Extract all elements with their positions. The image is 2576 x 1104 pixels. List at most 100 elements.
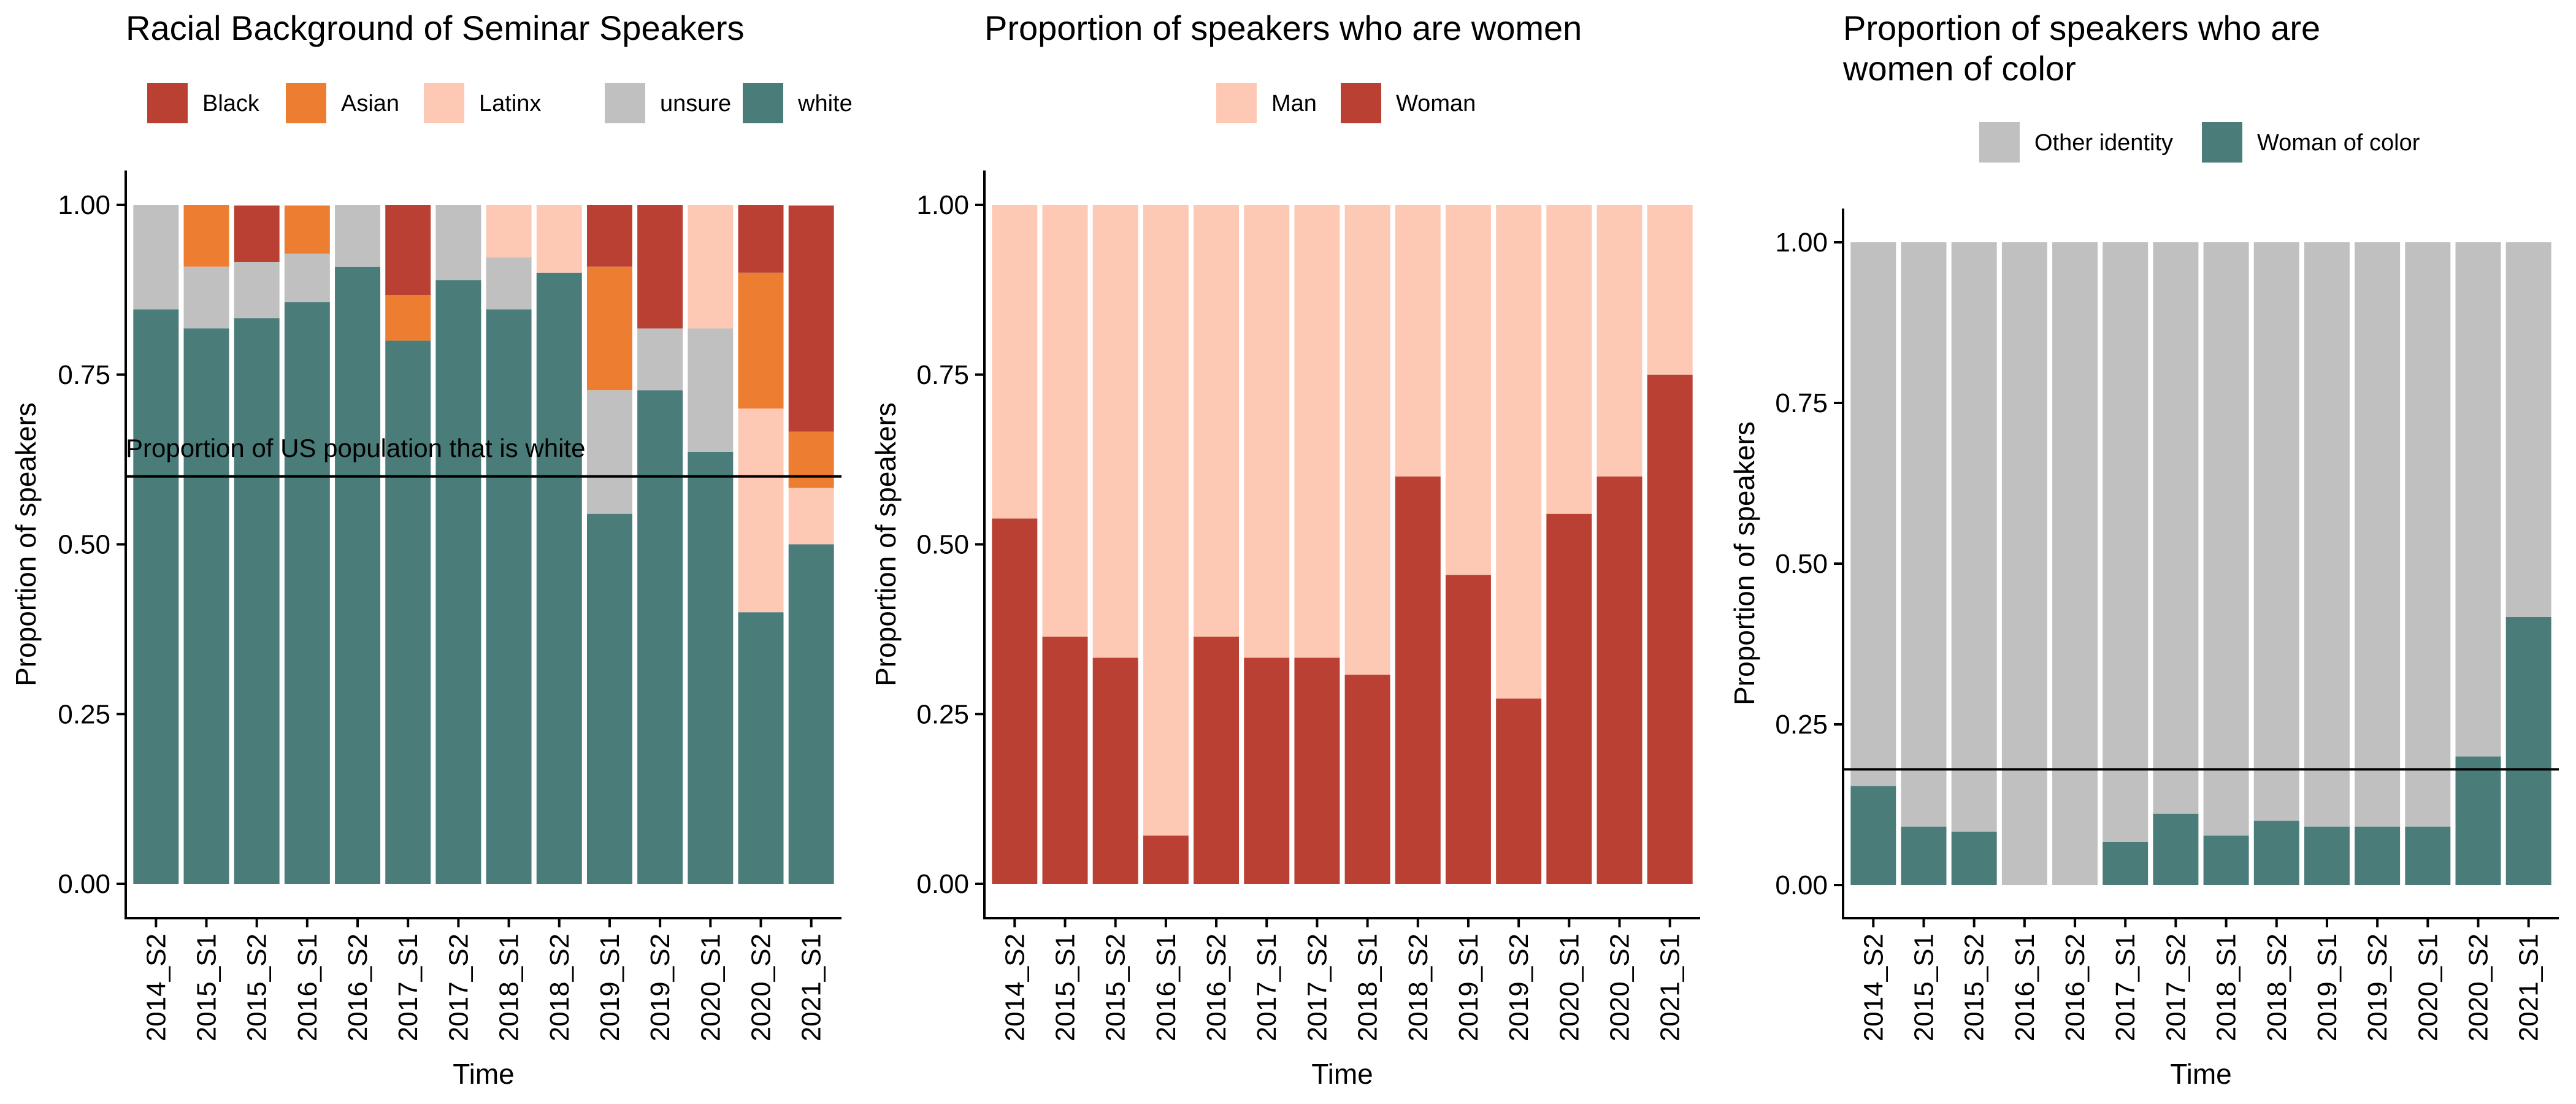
bar-segment <box>1597 476 1643 884</box>
x-tick-label: 2017_S2 <box>2161 933 2191 1041</box>
legend-swatch <box>605 83 645 123</box>
chart-title: Proportion of speakers who are women of c… <box>1842 9 2320 88</box>
bar-segment <box>1194 637 1240 884</box>
bar-segment <box>133 205 179 310</box>
bar-segment <box>788 488 834 545</box>
bar-segment <box>335 205 381 267</box>
bar-segment <box>738 272 784 409</box>
x-tick-label: 2014_S2 <box>141 933 171 1041</box>
y-tick-label: 1.00 <box>1775 228 1828 258</box>
bar-segment <box>2153 813 2199 885</box>
x-tick-label: 2020_S1 <box>696 933 726 1041</box>
bar-segment <box>2103 242 2149 842</box>
bar-segment <box>2505 242 2551 617</box>
bar-segment <box>788 431 834 488</box>
bar-segment <box>688 205 734 329</box>
y-tick-label: 1.00 <box>916 190 969 220</box>
bar-segment <box>1395 476 1441 884</box>
x-tick-label: 2019_S2 <box>2363 933 2393 1041</box>
y-tick-label: 0.00 <box>58 869 110 899</box>
bar-segment <box>183 328 229 884</box>
y-tick-label: 0.25 <box>1775 710 1828 740</box>
x-tick-label: 2016_S1 <box>2010 933 2040 1041</box>
reference-line-label: Proportion of US population that is whit… <box>126 434 585 462</box>
x-tick-label: 2015_S2 <box>1960 933 1990 1041</box>
bar-segment <box>2253 821 2299 885</box>
legend-label: Man <box>1271 91 1317 117</box>
x-tick-label: 2020_S1 <box>1554 933 1584 1041</box>
bar-segment <box>1445 205 1491 575</box>
y-tick-label: 0.50 <box>1775 549 1828 579</box>
x-tick-label: 2018_S2 <box>545 933 575 1041</box>
x-tick-label: 2017_S1 <box>393 933 423 1041</box>
x-tick-label: 2016_S2 <box>343 933 373 1041</box>
legend-label: Asian <box>341 91 399 117</box>
bar-segment <box>1850 786 1896 885</box>
bar-segment <box>2405 826 2451 885</box>
bar-segment <box>1092 205 1138 658</box>
bar-segment <box>738 408 784 613</box>
bar-segment <box>2153 242 2199 814</box>
bar-segment <box>284 253 330 302</box>
chart-title: Racial Background of Seminar Speakers <box>126 9 745 47</box>
legend-swatch <box>2202 122 2242 163</box>
bar-segment <box>1546 205 1592 514</box>
x-axis-label: Time <box>1311 1058 1373 1090</box>
x-tick-label: 2014_S2 <box>1858 933 1888 1041</box>
legend-swatch <box>147 83 188 123</box>
x-tick-label: 2016_S1 <box>1151 933 1181 1041</box>
y-tick-label: 0.50 <box>58 530 110 560</box>
y-axis-label: Proportion of speakers <box>1728 421 1760 705</box>
y-tick-label: 0.75 <box>1775 388 1828 418</box>
chart-panel-3: Proportion of speakers who are women of c… <box>1728 9 2559 1090</box>
bar-segment <box>536 272 582 884</box>
y-tick-label: 0.75 <box>58 360 110 390</box>
y-axis-label: Proportion of speakers <box>870 402 902 686</box>
x-tick-label: 2016_S1 <box>293 933 323 1041</box>
bar-segment <box>1445 575 1491 884</box>
legend-swatch <box>743 83 783 123</box>
bar-segment <box>788 544 834 884</box>
x-tick-label: 2015_S1 <box>1909 933 1939 1041</box>
bar-segment <box>738 612 784 884</box>
bar-segment <box>738 205 784 273</box>
bar-segment <box>2253 242 2299 821</box>
bar-segment <box>435 280 481 884</box>
x-tick-label: 2015_S1 <box>191 933 221 1041</box>
legend: Man Woman <box>1216 83 1476 123</box>
bar-segment <box>1951 832 1997 885</box>
legend-label: white <box>797 91 853 117</box>
bar-segment <box>234 261 280 318</box>
legend-item: Latinx <box>424 83 541 123</box>
x-tick-label: 2017_S2 <box>1302 933 1332 1041</box>
y-tick-label: 1.00 <box>58 190 110 220</box>
legend: Other identity Woman of color <box>1979 122 2420 163</box>
bar-segment <box>1647 374 1693 884</box>
x-tick-label: 2018_S1 <box>1353 933 1383 1041</box>
bar-segment <box>992 205 1038 519</box>
x-tick-label: 2018_S2 <box>2262 933 2292 1041</box>
bar-segment <box>2203 835 2249 885</box>
x-tick-label: 2017_S1 <box>2110 933 2141 1041</box>
bar-segment <box>234 318 280 884</box>
legend-item: Woman <box>1341 83 1476 123</box>
bar-segment <box>1901 242 1947 827</box>
bar-segment <box>385 340 431 884</box>
bar-segment <box>486 309 532 884</box>
bar-segment <box>586 390 632 514</box>
x-tick-label: 2019_S1 <box>2312 933 2342 1041</box>
bar-segment <box>1344 205 1390 675</box>
x-tick-label: 2019_S2 <box>1504 933 1534 1041</box>
x-tick-label: 2021_S1 <box>2514 933 2544 1041</box>
chart-title: Proportion of speakers who are women <box>984 9 1582 47</box>
bar-segment <box>1597 205 1643 477</box>
bar-segment <box>1143 205 1189 836</box>
bar-segment <box>788 205 834 432</box>
bar-segment <box>1294 657 1340 884</box>
x-tick-label: 2016_S2 <box>2060 933 2090 1041</box>
bar-segment <box>688 451 734 884</box>
bar-segment <box>1951 242 1997 832</box>
x-tick-label: 2015_S2 <box>242 933 272 1041</box>
bar-segment <box>2052 242 2098 885</box>
bar-segment <box>385 205 431 296</box>
